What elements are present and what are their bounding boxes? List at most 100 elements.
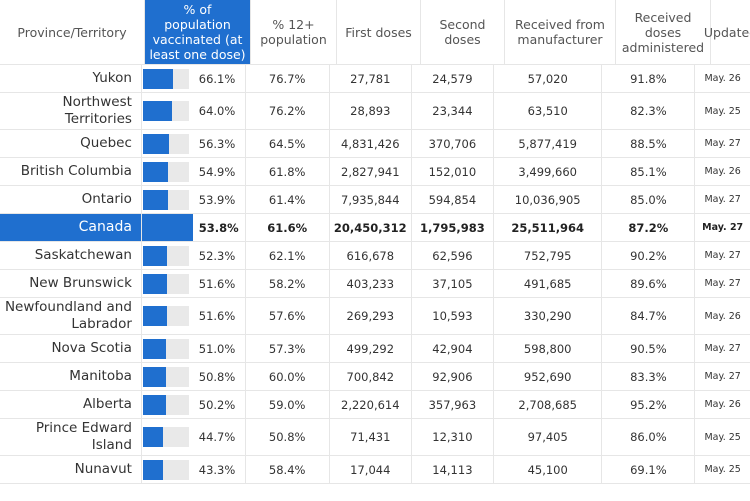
pct-12-value: 61.6% <box>246 214 330 241</box>
province-name: Prince Edward Island <box>0 419 142 455</box>
updated-value: May. 27 <box>704 194 741 205</box>
pct-population-value: 51.6% <box>193 298 246 334</box>
pct-bar-track <box>142 245 189 266</box>
updated-value: May. 25 <box>704 431 741 443</box>
first-doses-value: 269,293 <box>330 298 412 334</box>
pct-12-value: 50.8% <box>246 419 330 455</box>
updated-value: May. 26 <box>704 73 741 84</box>
first-doses-value: 71,431 <box>330 419 412 455</box>
updated-value: May. 25 <box>704 105 741 117</box>
second-doses-value: 23,344 <box>412 93 494 129</box>
province-name: British Columbia <box>0 158 142 185</box>
pct-bar-fill <box>142 394 166 415</box>
table-row: Saskatchewan 52.3% 62.1% 616,678 62,596 752,7… <box>0 242 750 270</box>
pct-12-value: 60.0% <box>246 363 330 390</box>
pct-bar-track <box>142 338 189 359</box>
first-doses-value: 27,781 <box>330 65 412 92</box>
pct-12-value: 64.5% <box>246 130 330 157</box>
pct-bar-track <box>142 68 189 89</box>
vaccination-table: Province/Territory % of population vacci… <box>0 0 750 484</box>
table-row: Alberta 50.2% 59.0% 2,220,614 357,963 2,708,6… <box>0 391 750 419</box>
administered-value: 91.8% <box>602 65 696 92</box>
pct-bar-fill <box>142 459 163 480</box>
col-header-first-doses[interactable]: First doses <box>337 0 421 64</box>
table-row: Canada 53.8% 61.6% 20,450,312 1,795,983 25,51… <box>0 214 750 242</box>
province-name: Quebec <box>0 130 142 157</box>
pct-population-value: 53.9% <box>193 186 246 213</box>
first-doses-value: 2,827,941 <box>330 158 412 185</box>
pct-bar <box>142 363 193 390</box>
received-value: 45,100 <box>494 456 603 483</box>
pct-12-value: 76.7% <box>246 65 330 92</box>
administered-value: 69.1% <box>602 456 696 483</box>
first-doses-value: 4,831,426 <box>330 130 412 157</box>
pct-bar-fill <box>142 133 169 154</box>
first-doses-value: 28,893 <box>330 93 412 129</box>
pct-population-value: 52.3% <box>193 242 246 269</box>
province-name: Canada <box>0 214 142 241</box>
table-row: Quebec 56.3% 64.5% 4,831,426 370,706 5,877,41… <box>0 130 750 158</box>
updated-value: May. 26 <box>704 310 741 322</box>
second-doses-value: 594,854 <box>412 186 494 213</box>
col-header-updated[interactable]: Updated <box>704 0 750 64</box>
second-doses-value: 92,906 <box>412 363 494 390</box>
pct-bar-fill <box>142 217 168 238</box>
pct-12-value: 61.4% <box>246 186 330 213</box>
received-value: 2,708,685 <box>494 391 603 418</box>
pct-population-value: 53.8% <box>193 214 246 241</box>
col-header-second-doses[interactable]: Second doses <box>421 0 505 64</box>
updated-value: May. 27 <box>704 371 741 382</box>
pct-population-value: 66.1% <box>193 65 246 92</box>
col-header-administered[interactable]: Received doses administered <box>616 0 711 64</box>
table-row: British Columbia 54.9% 61.8% 2,827,941 152,0… <box>0 158 750 186</box>
second-doses-value: 152,010 <box>412 158 494 185</box>
pct-bar <box>142 242 193 269</box>
first-doses-value: 499,292 <box>330 335 412 362</box>
pct-population-value: 56.3% <box>193 130 246 157</box>
second-doses-value: 14,113 <box>412 456 494 483</box>
table-row: Nunavut 43.3% 58.4% 17,044 14,113 45,100 69.1%… <box>0 456 750 484</box>
updated-value: May. 27 <box>704 343 741 354</box>
pct-bar <box>142 335 193 362</box>
pct-bar <box>142 158 193 185</box>
province-name: Newfoundland and Labrador <box>0 298 142 334</box>
pct-12-value: 62.1% <box>246 242 330 269</box>
pct-bar-fill <box>142 245 167 266</box>
second-doses-value: 42,904 <box>412 335 494 362</box>
received-value: 57,020 <box>494 65 603 92</box>
second-doses-value: 370,706 <box>412 130 494 157</box>
pct-bar-fill <box>142 427 164 447</box>
province-name: New Brunswick <box>0 270 142 297</box>
second-doses-value: 24,579 <box>412 65 494 92</box>
updated-value: May. 25 <box>704 464 741 475</box>
second-doses-value: 62,596 <box>412 242 494 269</box>
table-row: Northwest Territories 64.0% 76.2% 28,893 23,… <box>0 93 750 130</box>
first-doses-value: 17,044 <box>330 456 412 483</box>
pct-bar <box>142 391 193 418</box>
pct-bar <box>142 456 193 483</box>
second-doses-value: 37,105 <box>412 270 494 297</box>
col-header-province[interactable]: Province/Territory <box>0 0 145 64</box>
updated-value: May. 26 <box>704 166 741 177</box>
administered-value: 87.2% <box>602 214 696 241</box>
col-header-received[interactable]: Received from manufacturer <box>505 0 616 64</box>
administered-value: 86.0% <box>602 419 696 455</box>
province-name: Nova Scotia <box>0 335 142 362</box>
pct-population-value: 51.0% <box>193 335 246 362</box>
pct-population-value: 50.2% <box>193 391 246 418</box>
administered-value: 84.7% <box>602 298 696 334</box>
pct-bar-fill <box>142 306 167 326</box>
second-doses-value: 10,593 <box>412 298 494 334</box>
col-header-pct-population[interactable]: % of population vaccinated (at least one… <box>145 0 251 64</box>
received-value: 598,800 <box>494 335 603 362</box>
pct-12-value: 57.6% <box>246 298 330 334</box>
col-header-pct-12[interactable]: % 12+ population <box>251 0 337 64</box>
table-row: Prince Edward Island 44.7% 50.8% 71,431 12,3… <box>0 419 750 456</box>
pct-bar-fill <box>142 189 168 210</box>
updated-value: May. 27 <box>704 138 741 149</box>
pct-12-value: 59.0% <box>246 391 330 418</box>
pct-bar-fill <box>142 161 169 182</box>
pct-bar-track <box>142 133 189 154</box>
first-doses-value: 616,678 <box>330 242 412 269</box>
pct-bar <box>142 298 193 334</box>
